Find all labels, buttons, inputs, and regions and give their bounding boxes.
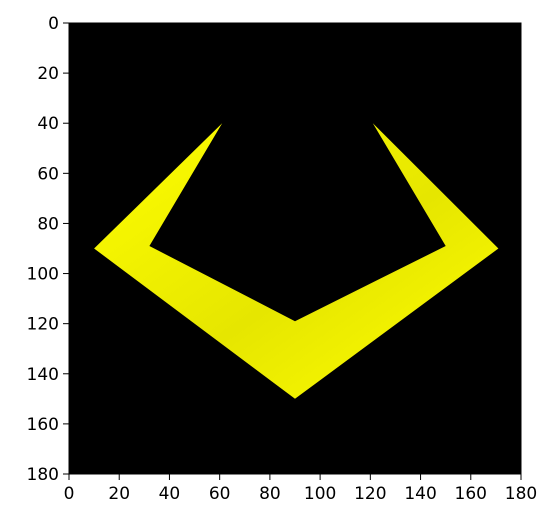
- y-tick-label: 40: [37, 114, 59, 134]
- y-tick-label: 60: [37, 164, 59, 184]
- x-tick-label: 40: [159, 484, 181, 504]
- x-tick-label: 80: [259, 484, 281, 504]
- y-axis: 0 20 40 60 80 100 120 140 160 180: [27, 14, 69, 485]
- x-tick-label: 160: [455, 484, 487, 504]
- y-tick-label: 140: [27, 365, 59, 385]
- y-tick-label: 120: [27, 315, 59, 335]
- x-tick-label: 180: [505, 484, 537, 504]
- y-tick-label: 100: [27, 265, 59, 285]
- y-tick-label: 80: [37, 214, 59, 234]
- x-tick-label: 0: [64, 484, 75, 504]
- plot-frame: [68, 22, 522, 475]
- x-tick-label: 100: [304, 484, 336, 504]
- y-tick-label: 20: [37, 64, 59, 84]
- yellow-chevron-shape: [94, 123, 499, 399]
- y-tick-label: 180: [27, 465, 59, 485]
- x-axis: 0 20 40 60 80 100 120 140 160 180: [64, 474, 537, 504]
- y-tick-label: 160: [27, 415, 59, 435]
- x-tick-label: 20: [108, 484, 130, 504]
- plot-area: [68, 22, 522, 475]
- y-tick-label: 0: [48, 14, 59, 34]
- x-tick-label: 140: [404, 484, 436, 504]
- x-tick-label: 120: [354, 484, 386, 504]
- x-tick-label: 60: [209, 484, 231, 504]
